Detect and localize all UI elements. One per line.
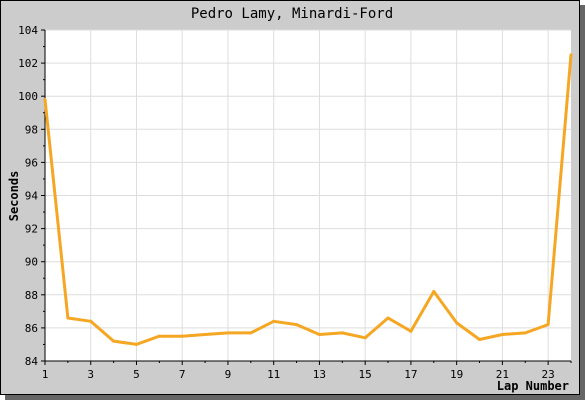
lap-time-point xyxy=(134,342,138,346)
lap-time-point xyxy=(272,319,276,323)
lap-time-point xyxy=(340,331,344,335)
y-tick-label: 84 xyxy=(25,355,39,368)
y-tick-label: 86 xyxy=(25,322,38,335)
x-tick-label: 3 xyxy=(87,368,94,381)
y-tick-label: 88 xyxy=(25,289,38,302)
gridlines xyxy=(44,29,571,362)
x-tick-label: 15 xyxy=(359,368,372,381)
y-tick-label: 102 xyxy=(18,57,38,70)
lap-time-point xyxy=(295,323,299,327)
y-tick-label: 96 xyxy=(25,156,38,169)
frame-shadow-bottom xyxy=(5,395,585,400)
lap-time-point xyxy=(569,53,573,57)
lap-time-point xyxy=(523,331,527,335)
x-tick-label: 5 xyxy=(133,368,140,381)
lap-time-point xyxy=(432,289,436,293)
lap-time-line xyxy=(43,54,573,346)
lap-time-point xyxy=(66,316,70,320)
frame-shadow-right xyxy=(580,5,585,400)
lap-time-point xyxy=(546,323,550,327)
x-tick-label: 9 xyxy=(225,368,232,381)
lap-time-point xyxy=(478,337,482,341)
x-tick-label: 13 xyxy=(313,368,326,381)
y-tick-label: 100 xyxy=(18,90,38,103)
x-tick-label: 21 xyxy=(496,368,509,381)
lap-time-point xyxy=(43,98,47,102)
y-tick-label: 92 xyxy=(25,223,38,236)
lap-time-point xyxy=(112,339,116,343)
lap-time-point xyxy=(500,333,504,337)
x-tick-label: 7 xyxy=(179,368,186,381)
lap-time-point xyxy=(157,334,161,338)
x-tick-label: 19 xyxy=(450,368,463,381)
y-tick-label: 98 xyxy=(25,123,38,136)
x-tick-label: 23 xyxy=(542,368,555,381)
y-axis-label: Seconds xyxy=(7,171,21,222)
x-tick-label: 1 xyxy=(42,368,49,381)
lap-time-point xyxy=(409,329,413,333)
lap-time-point xyxy=(317,333,321,337)
lap-time-point xyxy=(249,331,253,335)
lap-time-point xyxy=(226,331,230,335)
lap-time-point xyxy=(180,334,184,338)
lap-time-point xyxy=(386,316,390,320)
y-tick-label: 94 xyxy=(25,190,39,203)
lap-time-point xyxy=(363,336,367,340)
chart-title: Pedro Lamy, Minardi-Ford xyxy=(191,6,393,22)
y-tick-label: 90 xyxy=(25,256,38,269)
x-tick-label: 17 xyxy=(404,368,417,381)
lap-time-point xyxy=(203,333,207,337)
x-axis-label: Lap Number xyxy=(497,379,569,393)
lap-time-point xyxy=(455,321,459,325)
lap-time-point xyxy=(89,319,93,323)
y-tick-label: 104 xyxy=(18,24,38,37)
x-tick-label: 11 xyxy=(267,368,280,381)
series-layer xyxy=(43,53,573,346)
